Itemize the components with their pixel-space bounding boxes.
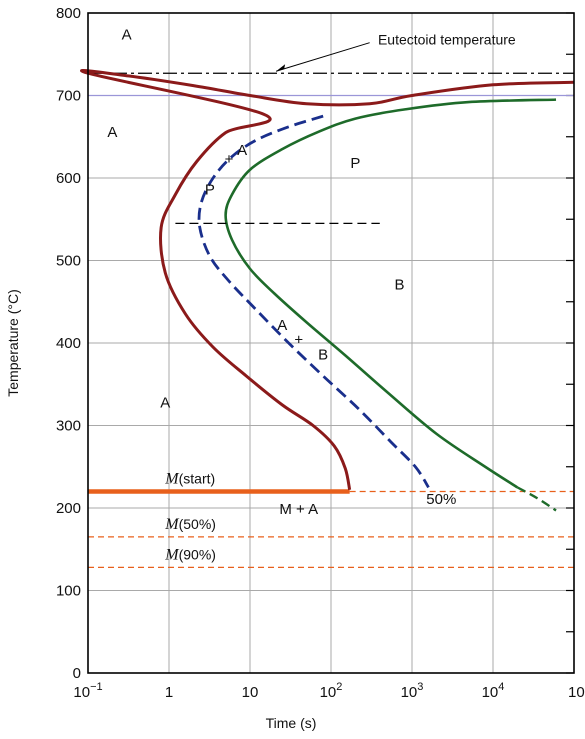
eutectoid-arrow-line xyxy=(275,42,370,72)
region-label: + xyxy=(294,332,303,349)
eutectoid-label: Eutectoid temperature xyxy=(378,31,516,47)
x-tick-label: 10 xyxy=(242,684,259,701)
region-label: M + A xyxy=(279,501,318,518)
martensite-lines-group: M(start) M(50%) M(90%) xyxy=(88,471,574,569)
region-label: A xyxy=(237,142,247,159)
y-tick-label: 400 xyxy=(56,335,81,352)
martensite-label: M(start) xyxy=(164,471,215,488)
martensite-label: M(50%) xyxy=(164,516,216,533)
x-axis-title: Time (s) xyxy=(266,715,317,731)
y-tick-label: 500 xyxy=(56,253,81,270)
region-label: P xyxy=(350,155,360,172)
y-axis-title: Temperature (°C) xyxy=(5,289,21,397)
end-curve-dashed-tail xyxy=(516,486,557,512)
x-tick-label: 103 xyxy=(401,681,424,701)
x-tick-label: 104 xyxy=(482,681,505,701)
region-label: A xyxy=(277,317,287,334)
region-label: + xyxy=(225,151,234,168)
end-curve xyxy=(224,98,557,489)
tick-labels: 0 100 200 300 400 500 600 700 800 10−1 1 10 102 103 10… xyxy=(56,5,585,701)
region-label: A xyxy=(107,124,117,141)
plot-frame xyxy=(87,12,575,674)
y-tick-label: 200 xyxy=(56,500,81,517)
x-tick-label: 1 xyxy=(165,684,173,701)
region-label: A xyxy=(160,394,170,411)
martensite-label: M(90%) xyxy=(164,546,216,563)
region-label: B xyxy=(318,347,328,364)
region-label: P xyxy=(205,182,215,199)
y-tick-label: 700 xyxy=(56,88,81,105)
fifty-percent-curve xyxy=(197,114,430,489)
region-label: 50% xyxy=(426,491,456,508)
x-tick-label: 102 xyxy=(320,681,343,701)
y-tick-label: 100 xyxy=(56,583,81,600)
region-label: A xyxy=(122,26,132,43)
y-tick-label: 300 xyxy=(56,418,81,435)
start-curve xyxy=(80,69,575,491)
region-label: B xyxy=(394,276,404,293)
x-tick-label: 10−1 xyxy=(73,681,102,701)
y-tick-label: 0 xyxy=(73,665,81,682)
transformation-curves xyxy=(80,69,575,512)
eutectoid-line-group: Eutectoid temperature xyxy=(88,31,574,97)
y-tick-label: 600 xyxy=(56,170,81,187)
eutectoid-arrow-head xyxy=(276,64,286,72)
y-tick-label: 800 xyxy=(56,5,81,22)
x-tick-label: 10 xyxy=(568,684,585,701)
